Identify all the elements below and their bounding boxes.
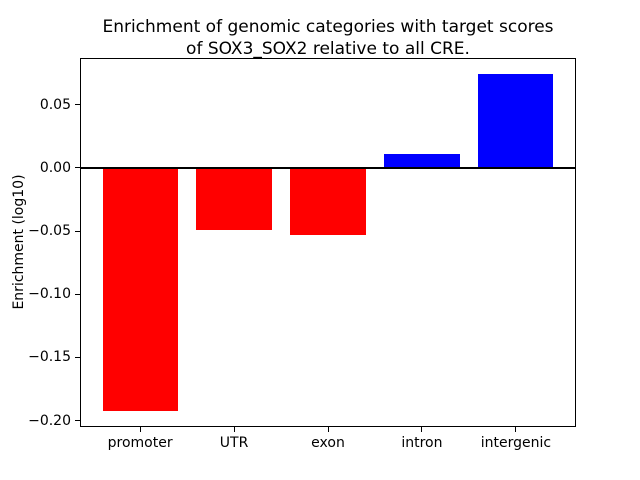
plot-area (80, 58, 576, 427)
bar-intron (384, 154, 460, 168)
x-tick-mark (327, 427, 329, 432)
bar-UTR (196, 167, 272, 230)
chart-title-line2: of SOX3_SOX2 relative to all CRE. (186, 39, 470, 59)
x-tick-mark (515, 427, 517, 432)
chart-title: Enrichment of genomic categories with ta… (80, 16, 576, 60)
bar-promoter (102, 167, 178, 411)
y-tick-mark (75, 420, 80, 422)
x-tick-label-promoter: promoter (107, 435, 173, 451)
y-tick-label: 0.00 (39, 159, 71, 176)
bar-exon (290, 167, 366, 235)
chart-title-line1: Enrichment of genomic categories with ta… (102, 17, 554, 37)
y-tick-label: −0.05 (28, 223, 71, 240)
y-tick-label: −0.10 (28, 286, 71, 303)
x-tick-mark (421, 427, 423, 432)
x-tick-mark (233, 427, 235, 432)
y-tick-mark (75, 293, 80, 295)
bar-intergenic (478, 74, 554, 168)
x-tick-mark (139, 427, 141, 432)
y-tick-mark (75, 230, 80, 232)
zero-baseline (80, 166, 576, 169)
x-tick-label-intron: intron (401, 435, 443, 451)
x-tick-label-UTR: UTR (219, 435, 249, 451)
y-tick-mark (75, 356, 80, 358)
y-tick-mark (75, 104, 80, 106)
x-tick-label-exon: exon (311, 435, 345, 451)
y-tick-label: −0.20 (28, 412, 71, 429)
y-tick-label: −0.15 (28, 349, 71, 366)
y-tick-mark (75, 167, 80, 169)
y-tick-label: 0.05 (39, 96, 71, 113)
x-tick-label-intergenic: intergenic (480, 435, 552, 451)
